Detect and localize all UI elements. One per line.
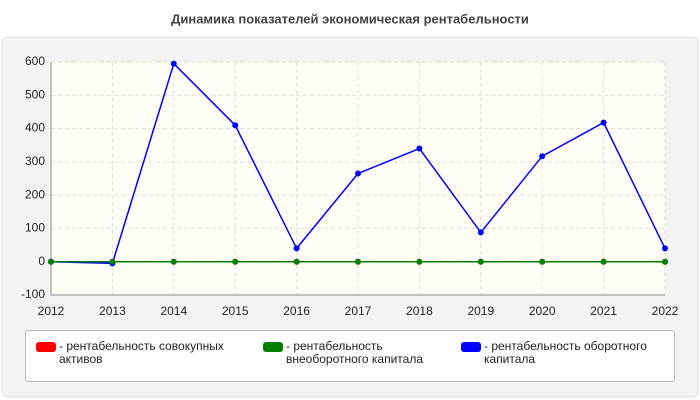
legend-item: - рентабельность оборотного капитала — [461, 340, 684, 366]
point — [232, 258, 239, 265]
point — [355, 170, 361, 177]
x-tick-label: 2020 — [529, 304, 556, 318]
legend-swatch — [263, 342, 283, 352]
x-tick-label: 2017 — [345, 304, 372, 318]
x-tick-label: 2022 — [652, 304, 679, 318]
point — [170, 258, 177, 265]
legend-swatch — [36, 342, 56, 352]
point — [477, 258, 484, 265]
point — [293, 245, 300, 252]
point — [232, 122, 239, 129]
point — [600, 119, 607, 126]
y-tick-label: 600 — [25, 54, 45, 68]
x-tick-label: 2015 — [222, 304, 249, 318]
point — [170, 60, 177, 67]
x-tick-label: 2014 — [160, 304, 187, 318]
legend-swatch — [461, 342, 481, 352]
legend-label: - рентабельность совокупных активов — [59, 339, 224, 366]
y-tick-label: -100 — [21, 287, 45, 301]
x-tick-label: 2021 — [590, 304, 617, 318]
point — [600, 258, 607, 265]
x-tick-label: 2012 — [38, 304, 65, 318]
point — [416, 258, 423, 265]
x-tick-label: 2013 — [99, 304, 126, 318]
point — [539, 153, 546, 160]
point — [662, 258, 668, 265]
point — [662, 245, 668, 252]
y-tick-label: 200 — [25, 187, 45, 201]
chart-title: Динамика показателей экономическая рента… — [171, 11, 529, 26]
x-tick-label: 2016 — [283, 304, 310, 318]
y-tick-label: 100 — [25, 221, 45, 235]
point — [477, 229, 484, 236]
point — [48, 258, 54, 265]
y-tick-label: 0 — [38, 254, 45, 268]
y-tick-label: 300 — [25, 154, 45, 168]
x-tick-label: 2018 — [406, 304, 433, 318]
y-tick-label: 500 — [25, 87, 45, 101]
legend-item: - рентабельность внеоборотного капитала — [263, 340, 451, 366]
y-tick-label: 400 — [25, 121, 45, 135]
point — [355, 258, 361, 265]
point — [293, 258, 300, 265]
point — [109, 258, 116, 265]
legend-label: - рентабельность оборотного капитала — [484, 339, 647, 366]
legend-item: - рентабельность совокупных активов — [36, 340, 244, 366]
point — [416, 145, 423, 152]
legend-label: - рентабельность внеоборотного капитала — [286, 339, 423, 366]
point — [539, 258, 546, 265]
x-tick-label: 2019 — [467, 304, 494, 318]
legend: - рентабельность совокупных активов - рен… — [25, 330, 675, 382]
